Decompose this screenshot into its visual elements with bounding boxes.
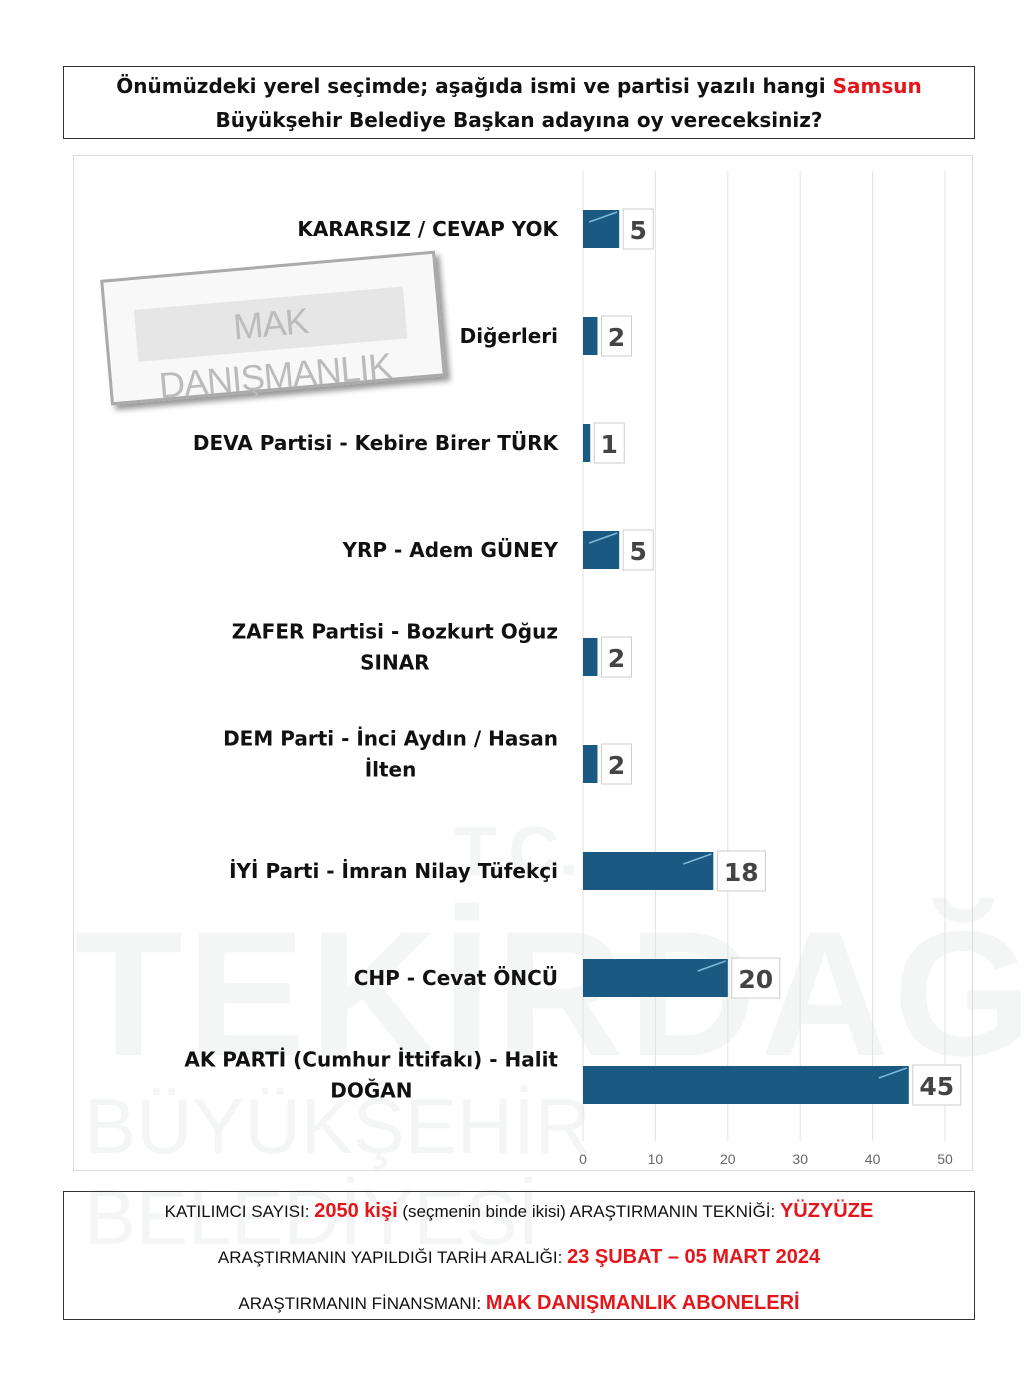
bar-leader-line (697, 960, 727, 972)
bar (583, 317, 598, 355)
question-text-2: Büyükşehir Belediye Başkan adayına oy ve… (215, 108, 823, 132)
data-label-box (593, 422, 625, 464)
data-label-box (731, 957, 781, 999)
bar (583, 424, 591, 462)
data-label: 5 (629, 537, 646, 566)
category-label: SINAR (360, 651, 429, 675)
x-tick-label: 10 (648, 1151, 664, 1167)
participants-value: 2050 kişi (314, 1200, 398, 1222)
bar (583, 210, 620, 248)
data-label-box (600, 743, 632, 785)
data-label: 20 (738, 965, 773, 994)
data-label: 5 (629, 216, 646, 245)
data-label-box (600, 315, 632, 357)
category-label: CHP - Cevat ÖNCÜ (354, 966, 558, 990)
category-label: ZAFER Partisi - Bozkurt Oğuz (232, 620, 558, 644)
question-text: Önümüzdeki yerel seçimde; aşağıda ismi v… (116, 74, 833, 98)
question-city: Samsun (832, 74, 922, 98)
data-label: 2 (608, 323, 625, 352)
data-label: 18 (724, 858, 759, 887)
data-label-box (622, 208, 654, 250)
survey-info: KATILIMCI SAYISI: 2050 kişi (seçmenin bi… (63, 1191, 975, 1320)
bar (583, 1066, 909, 1104)
x-tick-label: 20 (720, 1151, 736, 1167)
participants-label: KATILIMCI SAYISI: (164, 1202, 315, 1221)
data-label-box (716, 850, 766, 892)
category-label: YRP - Adem GÜNEY (342, 538, 559, 562)
technique-label: (seçmenin binde ikisi) ARAŞTIRMANIN TEKN… (397, 1202, 780, 1221)
bar (583, 959, 728, 997)
data-label-box (622, 529, 654, 571)
bar (583, 638, 598, 676)
data-label: 45 (919, 1072, 954, 1101)
data-label: 2 (608, 644, 625, 673)
category-label: AK PARTİ (Cumhur İttifakı) - Halit (184, 1048, 558, 1072)
technique-value: YÜZYÜZE (779, 1200, 874, 1222)
category-label: Diğerleri (460, 324, 558, 348)
bar-leader-line (588, 532, 618, 544)
category-label: DOĞAN (330, 1079, 412, 1103)
category-label: DEVA Partisi - Kebire Birer TÜRK (193, 431, 560, 455)
data-label: 2 (608, 751, 625, 780)
x-tick-label: 30 (792, 1151, 808, 1167)
bar-leader-line (588, 211, 618, 223)
category-label: DEM Parti - İnci Aydın / Hasan (223, 727, 558, 751)
question-box: Önümüzdeki yerel seçimde; aşağıda ismi v… (63, 66, 975, 139)
bar (583, 745, 598, 783)
data-label-box (912, 1064, 962, 1106)
data-label: 1 (601, 430, 618, 459)
bar (583, 852, 714, 890)
data-label-box (600, 636, 632, 678)
stamp-text: MAK DANIŞMANLIK (133, 286, 408, 406)
bar (583, 531, 620, 569)
funding-value: MAK DANIŞMANLIK ABONELERİ (485, 1292, 800, 1314)
x-tick-label: 40 (865, 1151, 881, 1167)
x-tick-label: 50 (937, 1151, 953, 1167)
category-label: İYİ Parti - İmran Nilay Tüfekçi (229, 859, 558, 883)
funding-label: ARAŞTIRMANIN FİNANSMANI: (238, 1294, 486, 1313)
x-tick-label: 0 (579, 1151, 587, 1167)
date-label: ARAŞTIRMANIN YAPILDIĞI TARİH ARALIĞI: (217, 1248, 568, 1267)
category-label: KARARSIZ / CEVAP YOK (297, 217, 559, 241)
category-label: İlten (365, 758, 417, 782)
date-value: 23 ŞUBAT – 05 MART 2024 (567, 1246, 821, 1268)
bar-leader-line (683, 853, 712, 865)
chart-svg: 0 10 20 30 40 50 5 KARARSIZ / CEVAP YOK 2 Diğerle… (184, 171, 962, 1167)
bar-leader-line (878, 1067, 908, 1079)
